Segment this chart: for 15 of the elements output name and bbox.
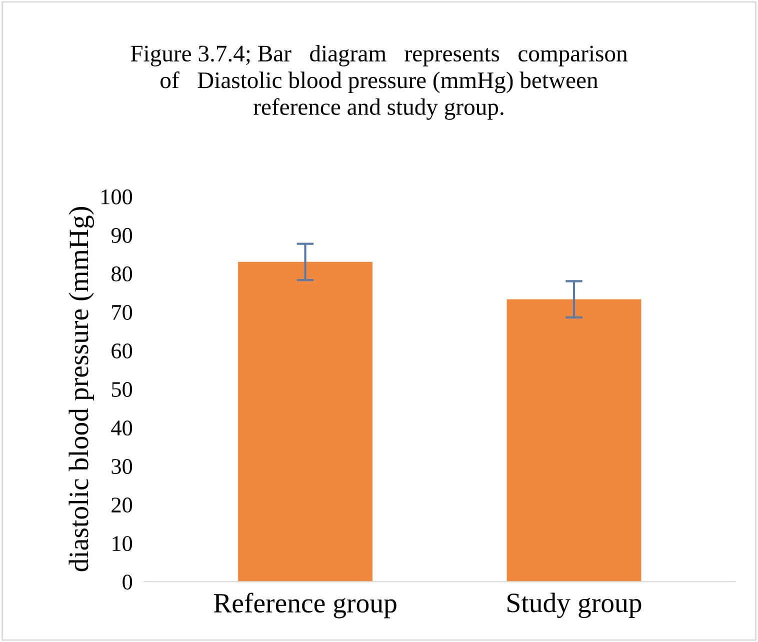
- y-tick-label: 100: [102, 189, 132, 204]
- x-tick-label: Study group: [508, 592, 642, 618]
- x-tick-label: Reference group: [214, 592, 396, 618]
- y-tick-label: 70: [112, 304, 132, 320]
- y-axis-title: diastolic blood pressure (mmHg): [68, 207, 94, 572]
- y-tick-label: 90: [111, 228, 132, 243]
- y-tick-label: 0: [122, 574, 132, 590]
- y-tick-label: 20: [112, 498, 132, 513]
- chart-title: Figure 3.7.4; Bar diagram represents comparison of Diastolic blood pressure (mmHg) between reference and study group.: [130, 44, 628, 120]
- y-tick-label: 80: [112, 266, 132, 282]
- y-tick-label: 10: [112, 536, 132, 552]
- y-tick-label: 50: [112, 382, 132, 397]
- y-tick-label: 60: [112, 343, 132, 358]
- y-tick-label: 40: [111, 420, 132, 436]
- y-tick-label: 30: [112, 459, 132, 474]
